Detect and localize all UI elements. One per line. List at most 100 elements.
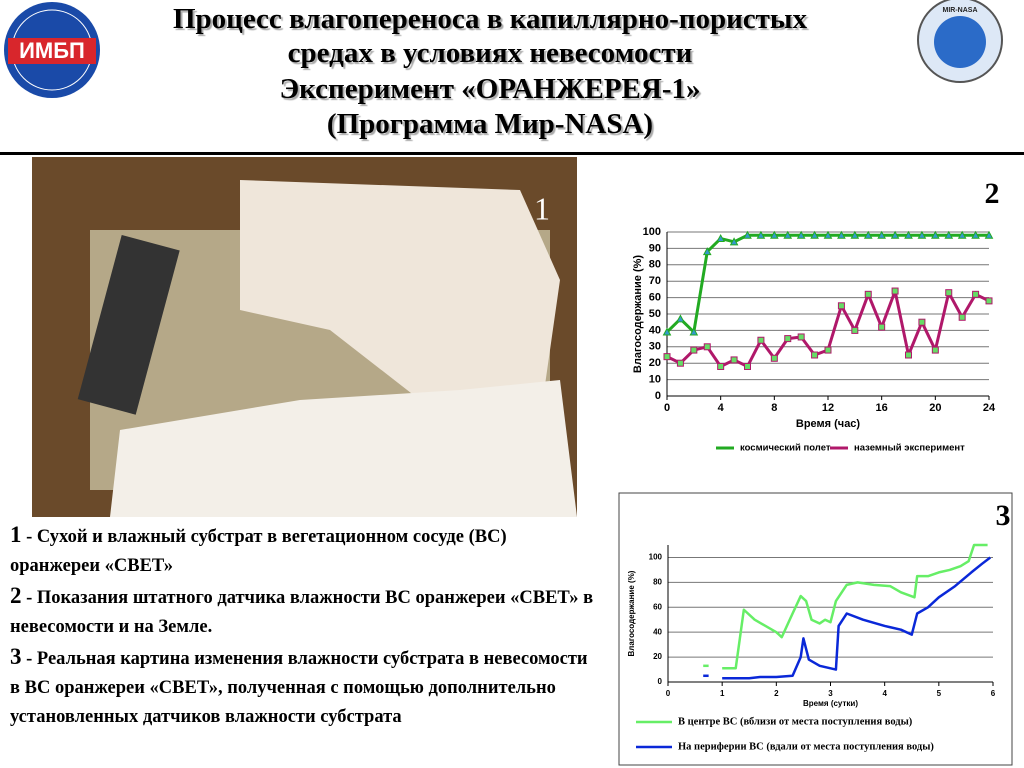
y-tick-label: 50: [649, 308, 661, 320]
marker: [918, 318, 926, 326]
panel-label: 2: [985, 177, 1000, 210]
marker: [904, 230, 913, 239]
x-tick-label: 2: [774, 689, 779, 698]
logo-text: MIR-NASA: [943, 7, 978, 14]
marker: [702, 247, 712, 256]
marker: [770, 354, 778, 362]
logo-earth: [934, 16, 986, 68]
y-tick-label: 40: [649, 324, 661, 336]
caption-text: - Сухой и влажный субстрат в вегетационн…: [10, 527, 507, 576]
y-tick-label: 20: [649, 357, 661, 369]
series-line: [665, 233, 989, 334]
y-tick-label: 70: [649, 275, 661, 287]
marker: [878, 323, 886, 331]
marker: [837, 230, 846, 239]
marker: [850, 230, 860, 239]
y-tick-label: 100: [643, 226, 661, 238]
x-tick-label: 3: [828, 689, 833, 698]
marker: [930, 230, 940, 239]
chart-frame: [618, 492, 1013, 766]
y-tick-label: 80: [649, 259, 661, 271]
x-tick-label: 12: [822, 402, 834, 414]
marker: [971, 230, 980, 239]
marker: [944, 230, 954, 239]
legend-label: космический полет: [740, 443, 831, 454]
x-tick-label: 0: [666, 689, 671, 698]
x-tick-label: 24: [983, 402, 996, 414]
x-tick-label: 0: [664, 402, 670, 414]
marker: [890, 230, 900, 239]
marker: [931, 346, 939, 354]
marker: [730, 356, 738, 364]
title-line: (Программа Мир-NASA): [327, 108, 653, 140]
caption-num: 1: [10, 522, 22, 547]
series-line: [666, 289, 990, 368]
x-axis-label: Время (сутки): [803, 699, 858, 708]
marker: [689, 327, 699, 336]
cloth: [240, 180, 560, 420]
y-tick-label: 20: [653, 652, 662, 661]
caption-item: 1 - Сухой и влажный субстрат в вегетацио…: [10, 520, 600, 581]
panel-label: 3: [996, 499, 1011, 532]
title-line: Процесс влагопереноса в капиллярно-порис…: [173, 3, 808, 35]
y-tick-label: 40: [653, 627, 662, 636]
legend-label: наземный эксперимент: [854, 443, 965, 454]
marker: [877, 230, 887, 239]
marker: [676, 359, 684, 367]
y-tick-label: 90: [649, 242, 661, 254]
header-rule: [0, 152, 1024, 155]
marker: [757, 336, 765, 344]
marker: [972, 290, 980, 298]
marker: [958, 313, 966, 321]
x-tick-label: 4: [718, 402, 725, 414]
caption-item: 2 - Показания штатного датчика влажности…: [10, 581, 600, 642]
marker: [824, 346, 832, 354]
marker: [863, 230, 873, 239]
marker: [811, 351, 819, 359]
caption-item: 3 - Реальная картина изменения влажности…: [10, 642, 600, 732]
marker: [957, 230, 967, 239]
marker: [984, 230, 994, 239]
marker: [796, 230, 806, 239]
marker: [784, 335, 792, 343]
x-tick-label: 8: [771, 402, 777, 414]
x-tick-label: 1: [720, 689, 725, 698]
title-line: Эксперимент «ОРАНЖЕРЕЯ-1»: [279, 73, 700, 105]
marker: [662, 327, 672, 336]
y-tick-label: 60: [653, 602, 662, 611]
y-axis-label: Влагосодержание (%): [627, 570, 636, 656]
series-line: [722, 543, 988, 670]
marker: [917, 230, 927, 239]
title-line: средах в условиях невесомости: [288, 37, 693, 69]
marker: [823, 230, 833, 239]
y-tick-label: 100: [649, 553, 663, 562]
marker: [985, 297, 993, 305]
x-tick-label: 6: [991, 689, 996, 698]
y-tick-label: 60: [649, 292, 661, 304]
pipe: [77, 234, 180, 415]
marker: [703, 343, 711, 351]
caption-text: - Показания штатного датчика влажности В…: [10, 588, 594, 637]
caption: 1 - Сухой и влажный субстрат в вегетацио…: [10, 520, 600, 732]
marker: [797, 333, 805, 341]
x-tick-label: 16: [876, 402, 888, 414]
marker: [837, 302, 845, 310]
caption-text: - Реальная картина изменения влажности с…: [10, 649, 588, 727]
logo-band: [8, 38, 96, 64]
y-tick-label: 30: [649, 341, 661, 353]
x-tick-label: 4: [882, 689, 887, 698]
legend-label: На периферии ВС (вдали от места поступле…: [678, 741, 934, 752]
photo: 1: [32, 157, 577, 517]
y-tick-label: 0: [658, 677, 663, 686]
marker: [851, 326, 859, 334]
x-tick-label: 20: [929, 402, 941, 414]
legend-label: В центре ВС (вблизи от места поступления…: [678, 716, 913, 727]
marker: [756, 230, 766, 239]
y-tick-label: 80: [653, 577, 662, 586]
logo-text: ИМБП: [19, 38, 85, 63]
caption-num: 2: [10, 583, 22, 608]
marker: [945, 289, 953, 297]
marker: [676, 314, 685, 323]
